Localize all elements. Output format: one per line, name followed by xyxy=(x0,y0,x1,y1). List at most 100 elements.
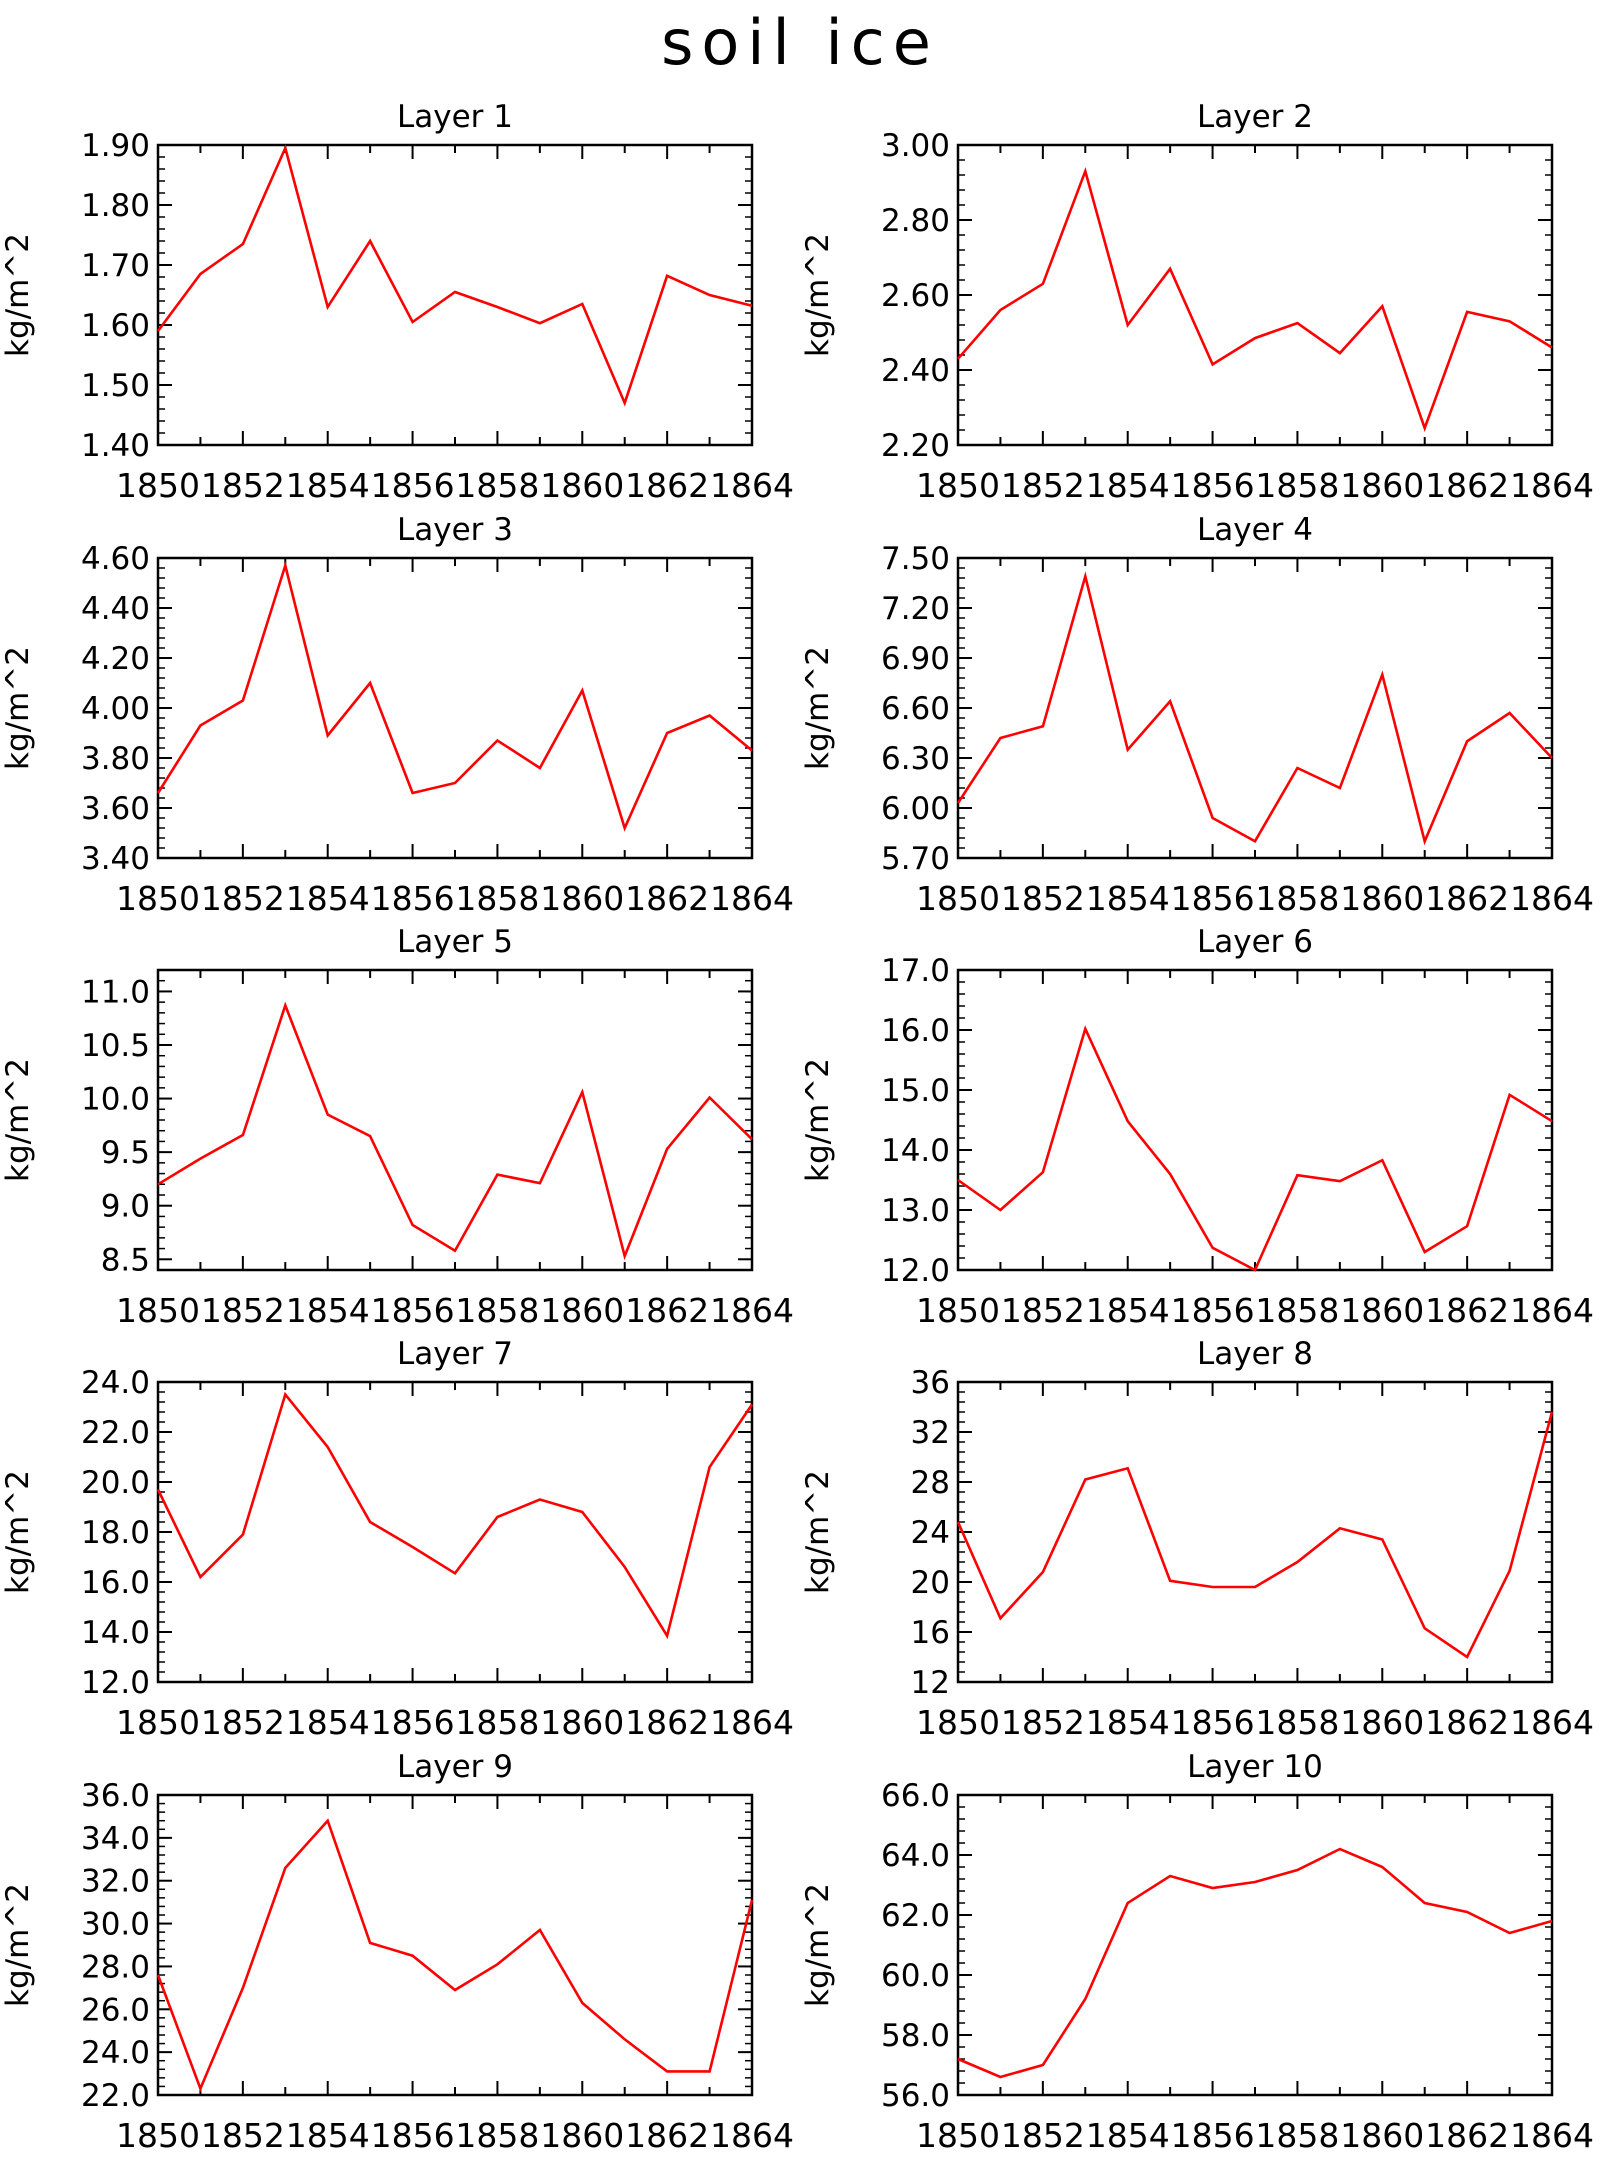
chart-panel-3: 1850 1852 1854 1856 1858 1860 1862 1864 3.40 3.60… xyxy=(0,512,794,918)
chart-title: Layer 6 xyxy=(1197,924,1313,960)
y-tick-label: 10.5 xyxy=(81,1028,150,1064)
x-tick-label: 1852 xyxy=(201,1703,285,1742)
y-axis-label: kg/m^2 xyxy=(0,1058,36,1182)
series-line xyxy=(957,1847,1553,2079)
x-tick-label: 1864 xyxy=(1510,1291,1594,1330)
chart-panel-6: 1850 1852 1854 1856 1858 1860 1862 1864 12.0 13.0… xyxy=(800,924,1594,1330)
y-tick-label: 28 xyxy=(911,1465,950,1501)
x-tick-label: 1862 xyxy=(625,466,709,505)
y-tick-label: 4.40 xyxy=(81,591,150,627)
x-tick-label: 1854 xyxy=(286,1291,370,1330)
series-line xyxy=(956,571,1553,846)
series-line xyxy=(156,144,753,407)
y-tick-label: 62.0 xyxy=(881,1898,950,1934)
x-tick-label: 1862 xyxy=(1425,1291,1509,1330)
x-tick-label: 1862 xyxy=(625,2116,709,2155)
chart-title: Layer 4 xyxy=(1197,512,1313,548)
x-tick-label: 1854 xyxy=(286,2116,370,2155)
y-tick-label: 6.00 xyxy=(881,791,950,827)
x-tick-label: 1850 xyxy=(116,1291,200,1330)
x-tick-label: 1858 xyxy=(455,879,539,918)
y-tick-label: 11.0 xyxy=(81,974,150,1010)
x-tick-label: 1864 xyxy=(710,2116,794,2155)
chart-panel-8: 1850 1852 1854 1856 1858 1860 1862 1864 12 16 20 24… xyxy=(800,1336,1594,1742)
y-tick-label: 66.0 xyxy=(881,1778,950,1814)
series-line xyxy=(157,1001,753,1261)
x-tick-label: 1858 xyxy=(1255,879,1339,918)
y-tick-label: 34.0 xyxy=(81,1821,150,1857)
x-tick-label: 1850 xyxy=(916,1291,1000,1330)
y-tick-label: 56.0 xyxy=(881,2078,950,2114)
y-tick-label: 10.0 xyxy=(81,1082,150,1118)
x-tick-label: 1864 xyxy=(1510,2116,1594,2155)
y-tick-label: 58.0 xyxy=(881,2018,950,2054)
x-tick-label: 1864 xyxy=(710,1291,794,1330)
plot-frame xyxy=(156,143,754,447)
x-tick-label: 1858 xyxy=(455,466,539,505)
y-tick-label: 3.80 xyxy=(81,741,150,777)
y-tick-label: 13.0 xyxy=(881,1193,950,1229)
y-tick-label: 4.60 xyxy=(81,541,150,577)
y-tick-label: 36.0 xyxy=(81,1778,150,1814)
chart-title: Layer 7 xyxy=(397,1336,513,1372)
x-tick-label: 1864 xyxy=(1510,1703,1594,1742)
chart-panel-9: 1850 1852 1854 1856 1858 1860 1862 1864 22.0 24.0… xyxy=(0,1749,794,2155)
plot-frame xyxy=(956,1793,1554,2097)
plot-frame xyxy=(956,1380,1554,1684)
chart-title: Layer 1 xyxy=(397,99,513,135)
x-tick-label: 1852 xyxy=(1001,466,1085,505)
y-axis-label: kg/m^2 xyxy=(0,1470,36,1594)
plot-frame xyxy=(956,968,1554,1272)
x-tick-label: 1862 xyxy=(1425,466,1509,505)
x-tick-label: 1856 xyxy=(1171,1703,1255,1742)
y-tick-label: 16.0 xyxy=(81,1565,150,1601)
y-axis-label: kg/m^2 xyxy=(800,1883,836,2007)
x-tick-label: 1856 xyxy=(1171,466,1255,505)
x-tick-label: 1852 xyxy=(1001,879,1085,918)
y-tick-label: 6.60 xyxy=(881,691,950,727)
x-tick-label: 1862 xyxy=(625,1291,709,1330)
y-tick-label: 7.50 xyxy=(881,541,950,577)
chart-panel-7: 1850 1852 1854 1856 1858 1860 1862 1864 12.0 14.0… xyxy=(0,1336,794,1742)
x-tick-label: 1860 xyxy=(540,879,624,918)
y-tick-label: 4.20 xyxy=(81,641,150,677)
x-tick-label: 1850 xyxy=(916,466,1000,505)
plot-frame xyxy=(156,556,754,860)
x-tick-label: 1854 xyxy=(1086,466,1170,505)
x-tick-label: 1860 xyxy=(1340,466,1424,505)
chart-panel-1: 1850 1852 1854 1856 1858 1860 1862 1864 1.40 1.50… xyxy=(0,99,794,505)
y-tick-label: 24.0 xyxy=(81,2035,150,2071)
y-tick-label: 17.0 xyxy=(881,953,950,989)
x-tick-label: 1850 xyxy=(916,1703,1000,1742)
x-tick-label: 1856 xyxy=(1171,2116,1255,2155)
y-tick-label: 4.00 xyxy=(81,691,150,727)
y-tick-label: 20 xyxy=(911,1565,950,1601)
x-tick-label: 1852 xyxy=(1001,2116,1085,2155)
x-tick-label: 1856 xyxy=(371,2116,455,2155)
series-line xyxy=(957,167,1553,432)
y-tick-label: 14.0 xyxy=(81,1615,150,1651)
x-tick-label: 1852 xyxy=(201,879,285,918)
plot-frame xyxy=(956,143,1554,447)
x-tick-label: 1858 xyxy=(455,1291,539,1330)
chart-panel-4: 1850 1852 1854 1856 1858 1860 1862 1864 5.70 6.00… xyxy=(800,512,1594,918)
x-tick-label: 1850 xyxy=(116,879,200,918)
x-tick-label: 1860 xyxy=(1340,1291,1424,1330)
x-tick-label: 1854 xyxy=(286,879,370,918)
y-tick-label: 3.40 xyxy=(81,841,150,877)
x-tick-label: 1862 xyxy=(625,1703,709,1742)
chart-panel-5: 1850 1852 1854 1856 1858 1860 1862 1864 8.5 9.0 9.… xyxy=(0,924,794,1330)
x-tick-label: 1856 xyxy=(371,1703,455,1742)
y-axis-label: kg/m^2 xyxy=(800,1058,836,1182)
chart-title: Layer 9 xyxy=(397,1749,513,1785)
y-tick-label: 2.20 xyxy=(881,428,950,464)
x-tick-label: 1852 xyxy=(1001,1703,1085,1742)
y-tick-label: 15.0 xyxy=(881,1073,950,1109)
y-tick-label: 3.00 xyxy=(881,128,950,164)
x-tick-label: 1854 xyxy=(1086,879,1170,918)
x-tick-label: 1854 xyxy=(1086,2116,1170,2155)
x-tick-label: 1860 xyxy=(1340,2116,1424,2155)
y-axis-label: kg/m^2 xyxy=(800,646,836,770)
y-tick-label: 6.90 xyxy=(881,641,950,677)
x-tick-label: 1856 xyxy=(371,466,455,505)
